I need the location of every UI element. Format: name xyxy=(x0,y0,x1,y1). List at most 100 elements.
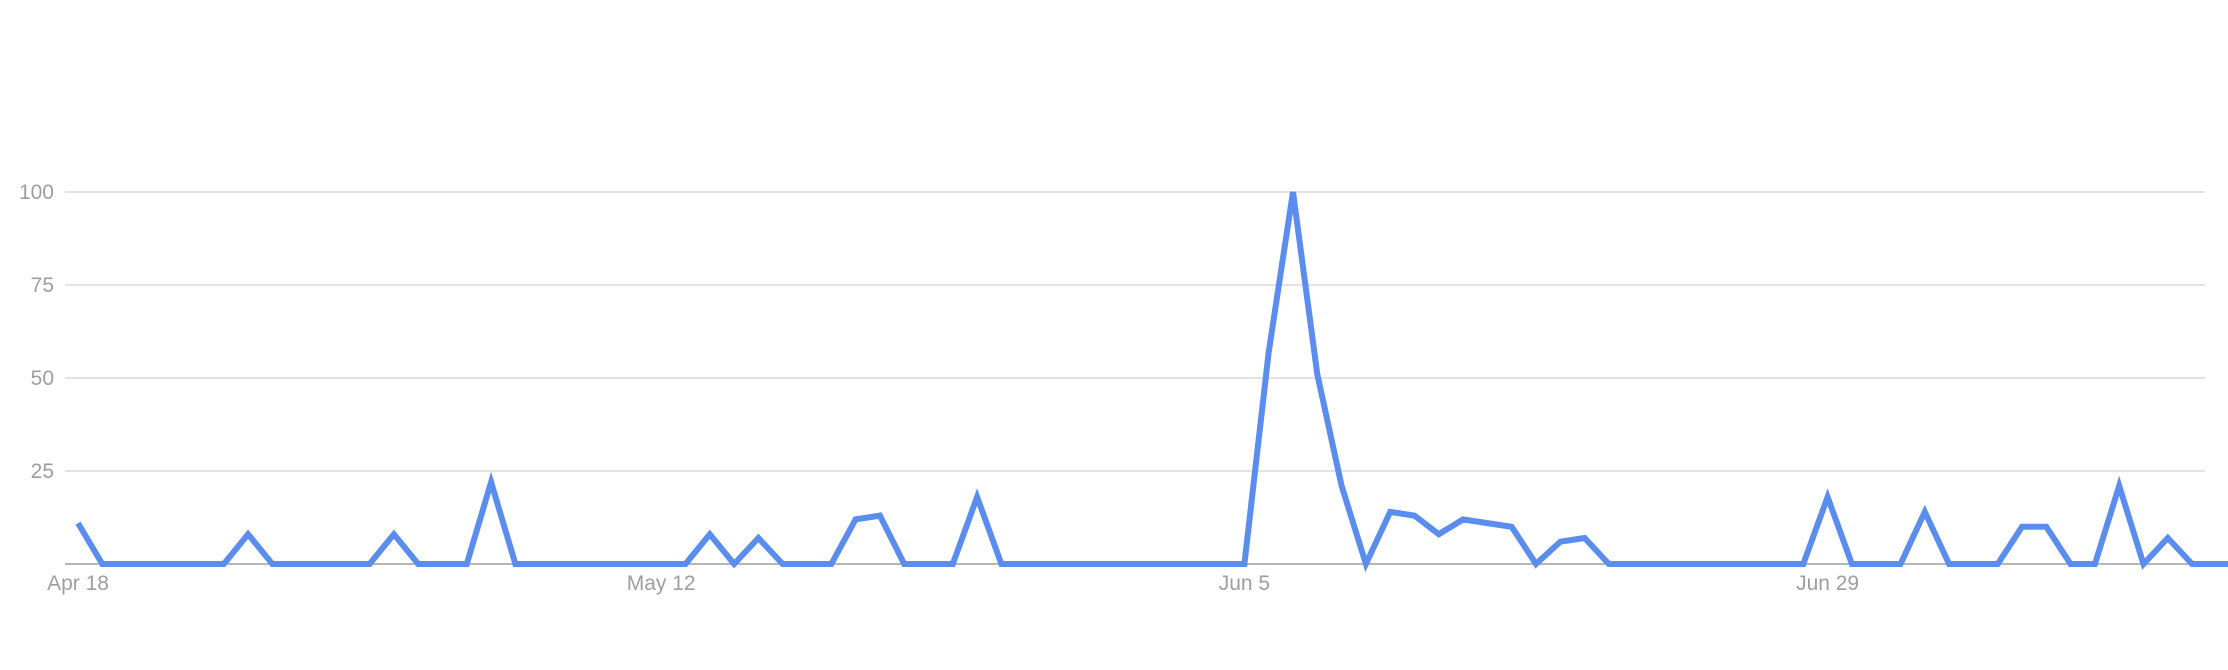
data-point xyxy=(1096,561,1102,567)
data-point xyxy=(1339,483,1345,489)
data-point xyxy=(440,561,446,567)
data-point xyxy=(2189,561,2195,567)
data-point xyxy=(245,531,251,537)
data-point xyxy=(1703,561,1709,567)
data-point xyxy=(2116,483,2122,489)
x-tick-label: Jun 29 xyxy=(1796,572,1859,595)
data-point xyxy=(99,561,105,567)
y-axis-ticks: 100 75 50 25 xyxy=(19,181,54,483)
data-point xyxy=(75,520,81,526)
data-point xyxy=(561,561,567,567)
data-point xyxy=(1995,561,2001,567)
data-point xyxy=(683,561,689,567)
data-point xyxy=(998,561,1004,567)
data-point xyxy=(1436,531,1442,537)
data-point xyxy=(1849,561,1855,567)
data-point xyxy=(1023,561,1029,567)
data-point xyxy=(1800,561,1806,567)
data-point xyxy=(537,561,543,567)
data-point xyxy=(1460,516,1466,522)
data-point xyxy=(512,561,518,567)
data-point xyxy=(1606,561,1612,567)
x-axis-ticks: Apr 18 May 12 Jun 5 Jun 29 xyxy=(47,572,1859,595)
data-point xyxy=(1752,561,1758,567)
data-point xyxy=(172,561,178,567)
data-point xyxy=(1825,494,1831,500)
data-point xyxy=(877,513,883,519)
data-point xyxy=(1533,561,1539,567)
data-point xyxy=(342,561,348,567)
data-point xyxy=(1679,561,1685,567)
data-point xyxy=(950,561,956,567)
data-point xyxy=(124,561,130,567)
data-point xyxy=(585,561,591,567)
data-point xyxy=(1363,561,1369,567)
data-point xyxy=(1509,524,1515,530)
y-tick-label: 75 xyxy=(31,274,54,297)
data-point xyxy=(1922,509,1928,515)
series-line-0 xyxy=(75,191,2228,573)
data-point xyxy=(464,561,470,567)
data-point xyxy=(1655,561,1661,567)
data-point xyxy=(1144,561,1150,567)
data-point xyxy=(780,561,786,567)
data-point xyxy=(1290,189,1296,195)
data-point xyxy=(2019,524,2025,530)
series-layer xyxy=(75,189,2228,573)
data-point xyxy=(2068,561,2074,567)
data-point xyxy=(2141,561,2147,567)
data-point xyxy=(1217,561,1223,567)
data-point xyxy=(804,561,810,567)
data-point xyxy=(1970,561,1976,567)
data-point xyxy=(294,561,300,567)
data-point xyxy=(1314,371,1320,377)
data-point xyxy=(318,561,324,567)
x-tick-label: Apr 18 xyxy=(47,572,109,595)
data-point xyxy=(1071,561,1077,567)
x-tick-label: Jun 5 xyxy=(1219,572,1270,595)
data-point xyxy=(1266,349,1272,355)
data-point xyxy=(415,561,421,567)
data-point xyxy=(1630,561,1636,567)
data-point xyxy=(2165,535,2171,541)
data-point xyxy=(634,561,640,567)
y-tick-label: 25 xyxy=(31,460,54,483)
data-point xyxy=(731,561,737,567)
data-point xyxy=(658,561,664,567)
data-point xyxy=(853,516,859,522)
data-point xyxy=(1873,561,1879,567)
data-point xyxy=(1193,561,1199,567)
data-point xyxy=(1241,561,1247,567)
y-tick-label: 100 xyxy=(19,181,54,204)
gridlines xyxy=(65,191,2205,565)
data-point xyxy=(2213,561,2219,567)
data-point xyxy=(148,561,154,567)
data-point xyxy=(755,535,761,541)
y-tick-label: 50 xyxy=(31,367,54,390)
data-point xyxy=(488,479,494,485)
data-point xyxy=(1557,539,1563,545)
data-point xyxy=(1898,561,1904,567)
data-point xyxy=(391,531,397,537)
x-tick-label: May 12 xyxy=(627,572,696,595)
data-point xyxy=(1484,520,1490,526)
data-point xyxy=(1120,561,1126,567)
data-point xyxy=(926,561,932,567)
data-point xyxy=(1776,561,1782,567)
data-point xyxy=(1047,561,1053,567)
data-point xyxy=(707,531,713,537)
data-point xyxy=(1727,561,1733,567)
data-point xyxy=(1946,561,1952,567)
data-point xyxy=(1582,535,1588,541)
data-point xyxy=(901,561,907,567)
data-point xyxy=(828,561,834,567)
data-point xyxy=(269,561,275,567)
data-point xyxy=(221,561,227,567)
data-point xyxy=(2043,524,2049,530)
data-point xyxy=(1169,561,1175,567)
data-point xyxy=(974,494,980,500)
data-point xyxy=(367,561,373,567)
data-point xyxy=(2092,561,2098,567)
data-point xyxy=(197,561,203,567)
